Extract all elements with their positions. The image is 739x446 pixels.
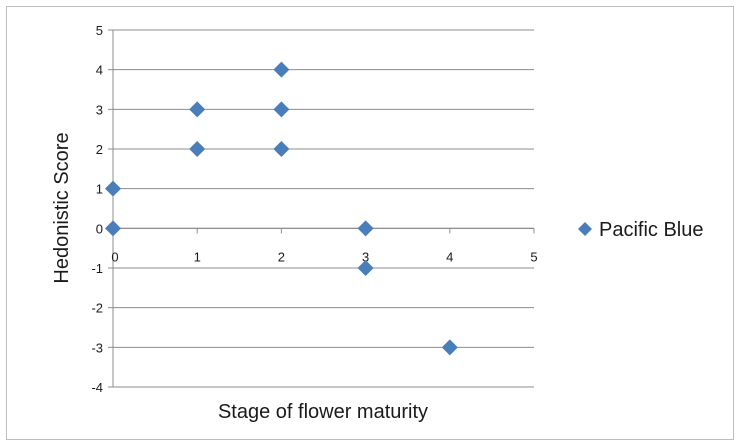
data-point: [105, 220, 121, 237]
y-tick-label: 2: [96, 142, 103, 157]
y-tick-label: 0: [96, 221, 103, 236]
y-tick-labels: 5 4 3 2 1 0 -1 -2 -3 -4: [91, 23, 103, 395]
y-tick-label: 1: [96, 182, 103, 197]
legend-label: Pacific Blue: [599, 219, 704, 241]
data-point: [357, 220, 374, 237]
data-points: [105, 61, 458, 356]
data-point: [273, 141, 290, 157]
y-tick-label: -4: [91, 380, 103, 395]
legend: Pacific Blue: [578, 219, 704, 241]
x-tick-label: 1: [194, 249, 201, 264]
x-tick-label: 3: [362, 249, 369, 264]
x-axis-title: Stage of flower maturity: [218, 401, 428, 423]
data-point: [441, 339, 458, 356]
x-tick-label: 2: [278, 249, 285, 264]
data-point: [189, 101, 206, 118]
y-tick-label: -3: [91, 340, 103, 355]
y-tick-label: 5: [96, 23, 103, 38]
y-tick-label: 3: [96, 102, 103, 117]
data-point: [357, 260, 374, 276]
gridlines: [108, 29, 534, 388]
legend-marker-diamond-icon: [578, 222, 592, 236]
axes: [112, 30, 534, 387]
x-tick-labels: 0 1 2 3 4 5: [111, 228, 538, 264]
y-axis-title: Hedonistic Score: [51, 132, 73, 283]
data-point: [189, 141, 206, 157]
data-point: [105, 180, 121, 197]
y-tick-label: -1: [91, 261, 103, 276]
chart-frame: [6, 6, 734, 440]
data-point: [273, 61, 290, 78]
y-tick-label: -2: [91, 301, 103, 316]
x-tick-label: 4: [446, 249, 453, 264]
data-point: [273, 101, 290, 118]
x-tick-label: 0: [111, 249, 118, 264]
x-tick-label: 5: [530, 249, 537, 264]
y-tick-label: 4: [96, 63, 103, 78]
